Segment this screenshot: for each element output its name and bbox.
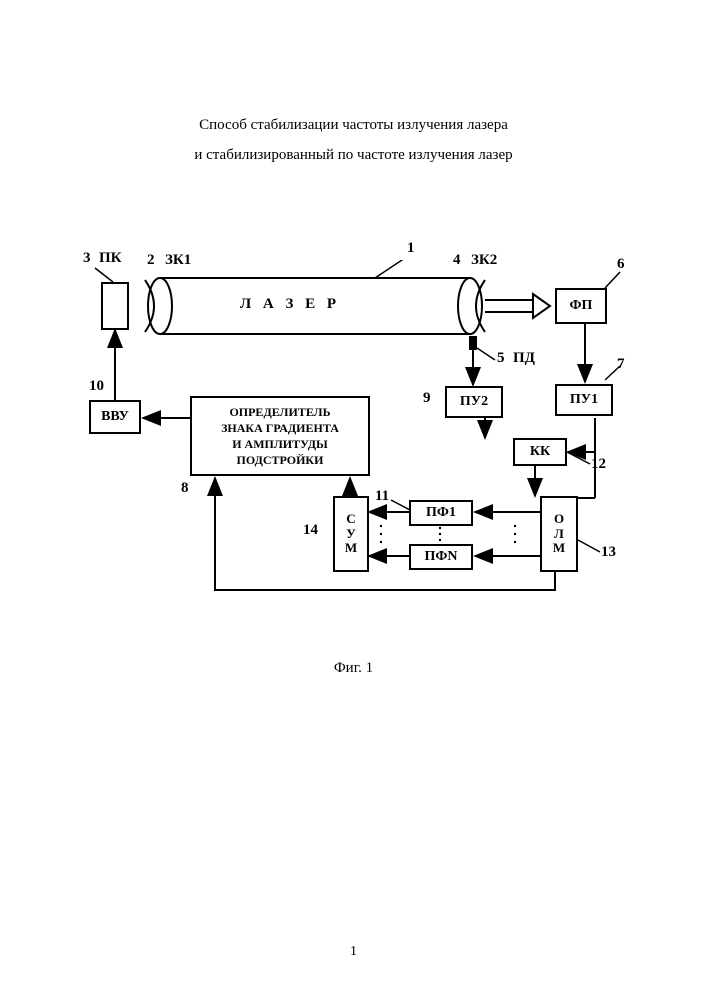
output-beam: [485, 294, 550, 318]
kk-block: КК: [513, 438, 567, 466]
pf1-code: ПФ1: [426, 505, 456, 521]
zk2-code: ЗК2: [471, 252, 497, 269]
fp-code: ФП: [570, 298, 593, 314]
zk1-code: ЗК1: [165, 252, 191, 269]
vvu-num: 10: [89, 378, 104, 395]
det-l1: ОПРЕДЕЛИТЕЛЬ: [221, 404, 339, 420]
det-num: 8: [181, 480, 189, 497]
title-line-2: и стабилизированный по частоте излучения…: [0, 140, 707, 170]
sum-block: СУМ: [333, 496, 369, 572]
kk-num: 12: [591, 456, 606, 473]
pf1-num: 11: [375, 488, 389, 505]
pu1-code: ПУ1: [570, 392, 598, 408]
pfn-block: ПФN: [409, 544, 473, 570]
pk-num: 3: [83, 250, 91, 267]
pu2-block: ПУ2: [445, 386, 503, 418]
pk-code: ПК: [99, 250, 122, 267]
zk2-mirror: [476, 280, 485, 332]
pk-block: [101, 282, 129, 330]
olm-block: ОЛМ: [540, 496, 578, 572]
zk2-num: 4: [453, 252, 461, 269]
block-diagram: 3 ПК 2 ЗК1 1 4 ЗК2 Л А З Е Р ФП 6 5 ПД В…: [85, 260, 630, 640]
pd-sensor: [469, 336, 477, 350]
det-l3: И АМПЛИТУДЫ: [221, 436, 339, 452]
pfn-code: ПФN: [424, 549, 457, 565]
doc-title: Способ стабилизации частоты излучения ла…: [0, 0, 707, 170]
det-l2: ЗНАКА ГРАДИЕНТА: [221, 420, 339, 436]
title-line-1: Способ стабилизации частоты излучения ла…: [0, 110, 707, 140]
vvu-block: ВВУ: [89, 400, 141, 434]
pd-code: ПД: [513, 350, 535, 367]
zk1-num: 2: [147, 252, 155, 269]
pd-num: 5: [497, 350, 505, 367]
fp-num: 6: [617, 256, 625, 273]
page: Способ стабилизации частоты излучения ла…: [0, 0, 707, 1000]
sum-num: 14: [303, 522, 318, 539]
pf1-block: ПФ1: [409, 500, 473, 526]
determiner-block: ОПРЕДЕЛИТЕЛЬ ЗНАКА ГРАДИЕНТА И АМПЛИТУДЫ…: [190, 396, 370, 476]
laser-label: Л А З Е Р: [240, 296, 340, 313]
pu1-block: ПУ1: [555, 384, 613, 416]
pu1-num: 7: [617, 356, 625, 373]
figure-caption: Фиг. 1: [0, 660, 707, 677]
det-l4: ПОДСТРОЙКИ: [221, 452, 339, 468]
laser-num: 1: [407, 240, 415, 257]
kk-code: КК: [530, 444, 550, 460]
vvu-code: ВВУ: [101, 409, 129, 425]
pu2-code: ПУ2: [460, 394, 488, 410]
fp-block: ФП: [555, 288, 607, 324]
olm-num: 13: [601, 544, 616, 561]
pu2-num: 9: [423, 390, 431, 407]
page-number: 1: [0, 944, 707, 960]
